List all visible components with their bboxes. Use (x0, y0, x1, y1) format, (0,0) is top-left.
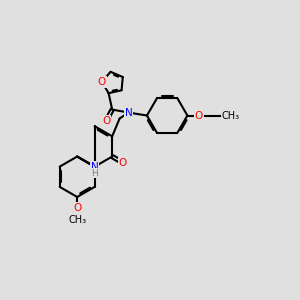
Text: H: H (91, 169, 98, 178)
Text: N: N (125, 108, 132, 118)
Text: N: N (91, 162, 99, 172)
Text: O: O (73, 203, 81, 213)
Text: O: O (195, 110, 203, 121)
Text: CH₃: CH₃ (222, 110, 240, 121)
Text: O: O (119, 158, 127, 168)
Text: O: O (98, 77, 106, 87)
Text: CH₃: CH₃ (68, 215, 86, 225)
Text: O: O (102, 116, 110, 126)
